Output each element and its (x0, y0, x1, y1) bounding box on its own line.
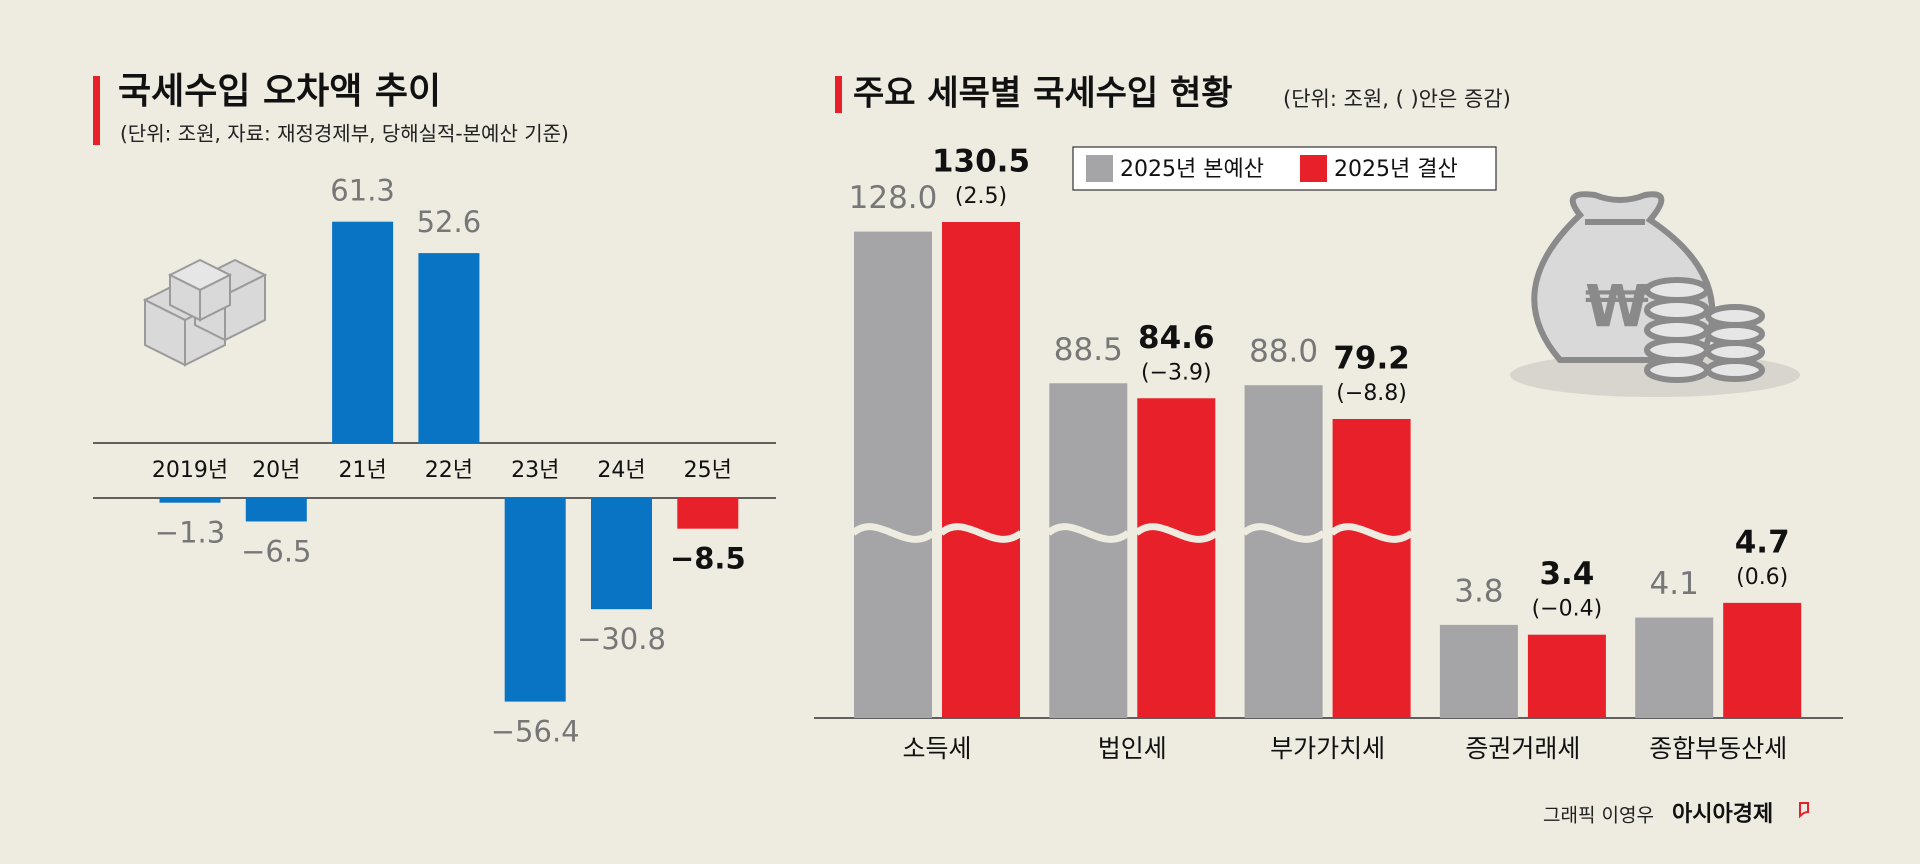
title-accent (835, 76, 842, 113)
bar (677, 498, 739, 529)
bar (1049, 383, 1128, 718)
bar (504, 498, 566, 702)
bar (332, 221, 394, 443)
x-tick-label: 21년 (338, 458, 386, 483)
value-label: 130.5 (932, 144, 1030, 180)
axis-break (1134, 523, 1219, 543)
value-label: 79.2 (1333, 340, 1410, 376)
change-label: (−3.9) (1141, 360, 1212, 385)
bar (159, 498, 221, 503)
value-label: −1.3 (155, 516, 225, 550)
bar (1635, 617, 1714, 718)
chart-subtitle: (단위: 조원, ( )안은 증감) (1283, 87, 1511, 111)
x-tick-label: 24년 (597, 458, 645, 483)
bar (1137, 398, 1216, 718)
svg-text:₩: ₩ (1585, 272, 1649, 340)
axis-break (938, 523, 1024, 543)
x-tick-label: 소득세 (902, 734, 971, 763)
value-label: 3.4 (1539, 556, 1594, 592)
bar (854, 231, 932, 718)
value-label: 3.8 (1454, 573, 1503, 609)
value-label: 128.0 (849, 180, 938, 216)
bar (418, 253, 480, 443)
x-tick-label: 법인세 (1098, 734, 1167, 763)
x-tick-label: 2019년 (152, 458, 228, 483)
money-bag-icon: ₩ (1510, 191, 1800, 397)
value-label: −8.5 (670, 542, 746, 576)
x-tick-label: 25년 (684, 458, 732, 483)
change-label: (2.5) (955, 184, 1007, 209)
legend-label: 2025년 결산 (1334, 157, 1458, 182)
change-label: (−8.8) (1336, 381, 1407, 406)
bar (1439, 624, 1518, 718)
chart-title: 국세수입 오차액 추이 (118, 71, 441, 112)
x-tick-label: 20년 (252, 458, 300, 483)
x-tick-label: 종합부동산세 (1649, 734, 1787, 763)
value-label: 61.3 (330, 174, 395, 208)
change-label: (0.6) (1736, 565, 1788, 590)
legend-swatch (1300, 155, 1327, 182)
brand-mark (1799, 802, 1809, 819)
value-label: 52.6 (417, 205, 482, 239)
legend (1072, 146, 1497, 191)
x-tick-label: 23년 (511, 458, 559, 483)
x-tick-label: 증권거래세 (1465, 734, 1580, 763)
x-tick-label: 22년 (425, 458, 473, 483)
axis-break (850, 523, 936, 543)
credit-author: 그래픽 이영우 (1543, 805, 1654, 827)
value-label: −6.5 (241, 534, 311, 568)
x-tick-label: 부가가치세 (1270, 734, 1385, 763)
value-label: −56.4 (491, 715, 580, 749)
chart-title: 주요 세목별 국세수입 현황 (853, 74, 1233, 114)
legend-label: 2025년 본예산 (1120, 157, 1264, 182)
bar (1723, 602, 1802, 718)
legend-swatch (1086, 155, 1113, 182)
axis-break (1329, 523, 1414, 543)
axis-break (1241, 523, 1326, 543)
chart-subtitle: (단위: 조원, 자료: 재정경제부, 당해실적-본예산 기준) (120, 122, 569, 146)
value-label: −30.8 (577, 622, 666, 656)
value-label: 88.0 (1249, 334, 1318, 370)
change-label: (−0.4) (1532, 597, 1603, 622)
bar (1244, 385, 1323, 718)
bar (245, 498, 307, 522)
axis-break (1046, 523, 1131, 543)
value-label: 4.1 (1650, 566, 1699, 602)
bar (942, 222, 1020, 718)
value-label: 4.7 (1735, 524, 1790, 560)
bar (1527, 634, 1606, 718)
title-accent (93, 76, 100, 145)
money-icon (142, 258, 268, 367)
bar (1332, 418, 1411, 718)
bar (591, 498, 652, 610)
value-label: 88.5 (1054, 332, 1123, 368)
credit-brand: 아시아경제 (1672, 802, 1773, 827)
value-label: 84.6 (1138, 320, 1215, 356)
